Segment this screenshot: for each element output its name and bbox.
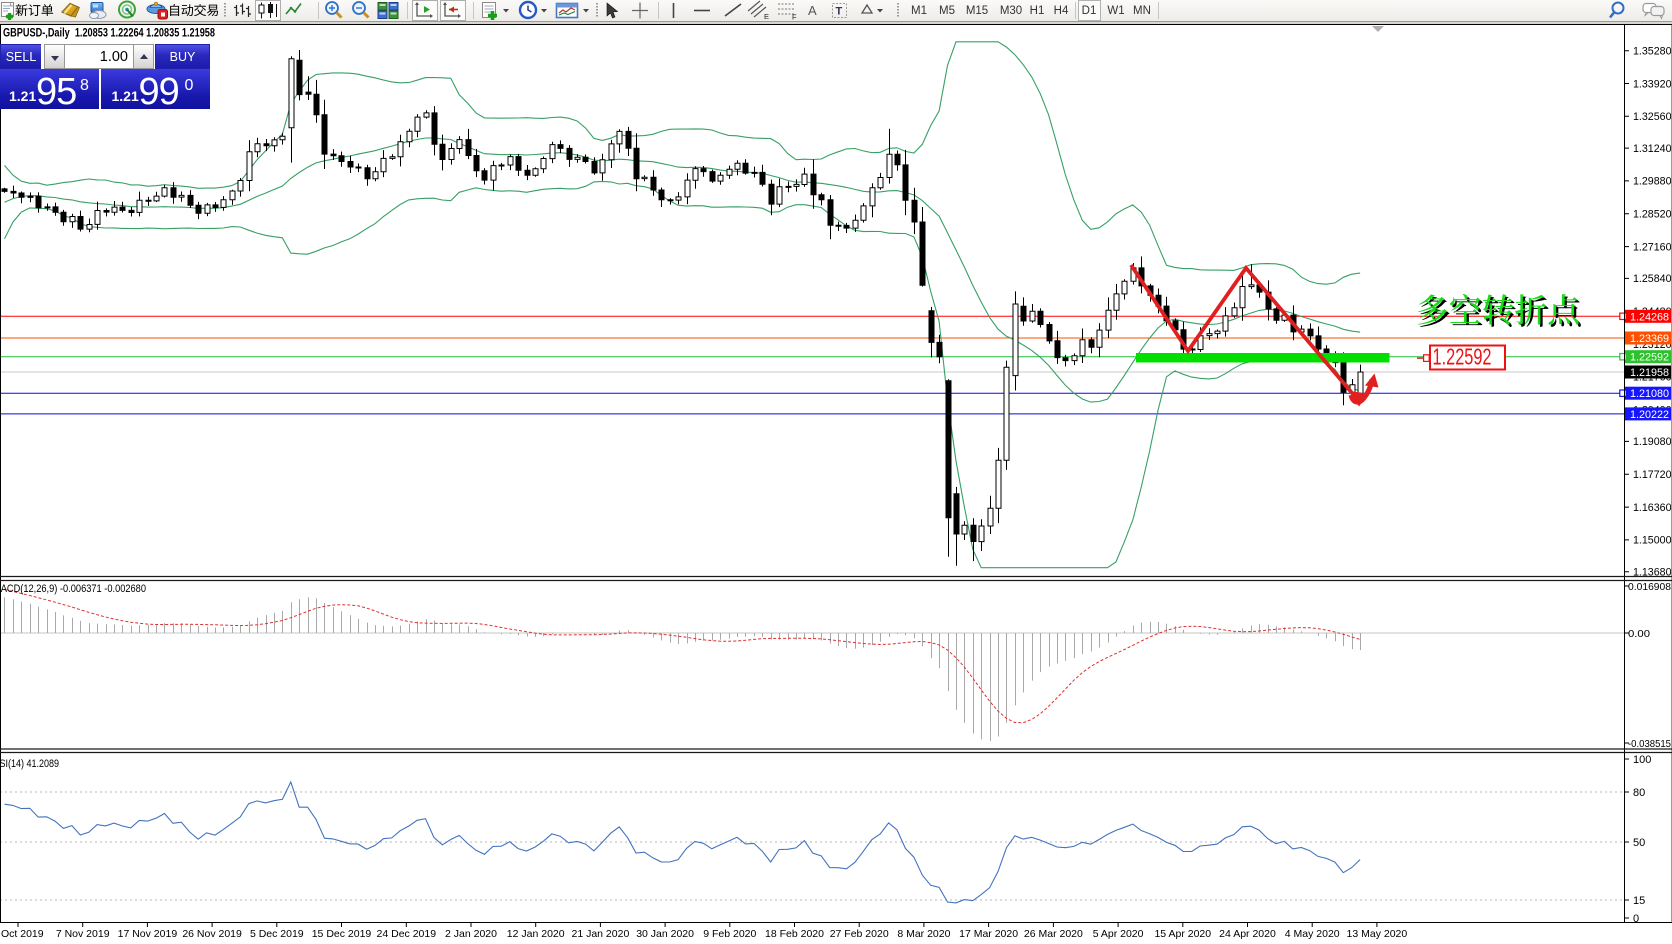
- svg-text:RSI(14) 41.2089: RSI(14) 41.2089: [0, 758, 59, 770]
- svg-text:5 Dec 2019: 5 Dec 2019: [250, 928, 304, 940]
- svg-text:W1: W1: [1107, 5, 1124, 17]
- svg-text:M30: M30: [1000, 5, 1022, 17]
- svg-text:2 Jan 2020: 2 Jan 2020: [445, 928, 497, 940]
- svg-text:15 Dec 2019: 15 Dec 2019: [312, 928, 372, 940]
- svg-text:21 Jan 2020: 21 Jan 2020: [571, 928, 629, 940]
- svg-text:1.21080: 1.21080: [1630, 388, 1669, 400]
- svg-text:1.32560: 1.32560: [1633, 111, 1672, 123]
- svg-text:0: 0: [1633, 913, 1639, 925]
- svg-text:1.23369: 1.23369: [1630, 333, 1669, 345]
- svg-text:1.31240: 1.31240: [1633, 143, 1672, 155]
- svg-text:4 May 2020: 4 May 2020: [1285, 928, 1340, 940]
- svg-text:1.13680: 1.13680: [1633, 567, 1672, 579]
- svg-text:17 Nov 2019: 17 Nov 2019: [118, 928, 178, 940]
- svg-text:0.016908: 0.016908: [1628, 581, 1671, 593]
- svg-text:7 Nov 2019: 7 Nov 2019: [56, 928, 110, 940]
- svg-text:-0.038515: -0.038515: [1628, 738, 1671, 750]
- svg-text:E: E: [764, 12, 769, 21]
- svg-text:80: 80: [1633, 787, 1645, 799]
- svg-text:1.20222: 1.20222: [1630, 409, 1669, 421]
- svg-text:9 Feb 2020: 9 Feb 2020: [703, 928, 756, 940]
- svg-text:12 Jan 2020: 12 Jan 2020: [507, 928, 565, 940]
- svg-text:8 Mar 2020: 8 Mar 2020: [897, 928, 950, 940]
- svg-text:24 Apr 2020: 24 Apr 2020: [1219, 928, 1276, 940]
- svg-text:M1: M1: [911, 5, 927, 17]
- svg-text:0.00: 0.00: [1628, 628, 1650, 640]
- svg-text:18 Feb 2020: 18 Feb 2020: [765, 928, 824, 940]
- svg-text:H1: H1: [1030, 5, 1045, 17]
- svg-text:1.19080: 1.19080: [1633, 436, 1672, 448]
- svg-text:F: F: [792, 13, 797, 22]
- svg-text:1.29880: 1.29880: [1633, 176, 1672, 188]
- svg-text:1.24268: 1.24268: [1630, 311, 1669, 323]
- svg-text:1.22592: 1.22592: [1630, 352, 1669, 364]
- svg-text:1.27160: 1.27160: [1633, 241, 1672, 253]
- svg-text:1.15000: 1.15000: [1633, 535, 1672, 547]
- svg-text:27 Feb 2020: 27 Feb 2020: [830, 928, 889, 940]
- svg-text:30 Jan 2020: 30 Jan 2020: [636, 928, 694, 940]
- svg-text:1.22592: 1.22592: [1433, 344, 1492, 370]
- svg-text:15 Apr 2020: 15 Apr 2020: [1154, 928, 1211, 940]
- svg-text:D1: D1: [1082, 5, 1097, 17]
- svg-text:1.16360: 1.16360: [1633, 502, 1672, 514]
- svg-text:1.17720: 1.17720: [1633, 469, 1672, 481]
- svg-text:5 Apr 2020: 5 Apr 2020: [1093, 928, 1144, 940]
- svg-text:1.35280: 1.35280: [1633, 46, 1672, 58]
- svg-text:1.25840: 1.25840: [1633, 273, 1672, 285]
- svg-text:MACD(12,26,9) -0.006371 -0.002: MACD(12,26,9) -0.006371 -0.002680: [0, 583, 146, 595]
- svg-text:GBPUSD-,Daily 1.20853 1.22264: GBPUSD-,Daily 1.20853 1.22264 1.20835 1.…: [3, 28, 215, 40]
- svg-text:17 Mar 2020: 17 Mar 2020: [959, 928, 1018, 940]
- svg-text:100: 100: [1633, 754, 1651, 766]
- svg-text:1.21958: 1.21958: [1630, 367, 1669, 379]
- svg-text:H4: H4: [1054, 5, 1069, 17]
- svg-text:24 Dec 2019: 24 Dec 2019: [377, 928, 437, 940]
- svg-text:M15: M15: [966, 5, 988, 17]
- svg-text:1.33920: 1.33920: [1633, 78, 1672, 90]
- svg-text:1.28520: 1.28520: [1633, 209, 1672, 221]
- svg-text:MN: MN: [1133, 5, 1151, 17]
- svg-text:M5: M5: [939, 5, 955, 17]
- svg-text:26 Nov 2019: 26 Nov 2019: [182, 928, 242, 940]
- svg-text:26 Mar 2020: 26 Mar 2020: [1024, 928, 1083, 940]
- svg-text:A: A: [808, 3, 817, 18]
- svg-text:Oct 2019: Oct 2019: [1, 928, 44, 940]
- svg-text:50: 50: [1633, 837, 1645, 849]
- svg-text:T: T: [836, 6, 843, 18]
- svg-text:13 May 2020: 13 May 2020: [1347, 928, 1408, 940]
- svg-text:15: 15: [1633, 895, 1645, 907]
